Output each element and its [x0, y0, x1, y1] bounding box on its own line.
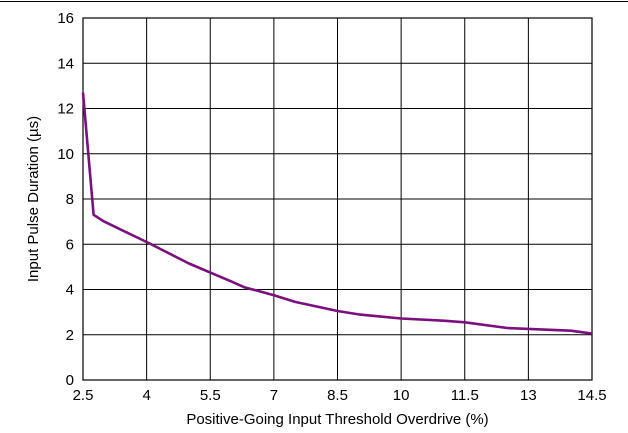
x-tick-label: 13	[520, 387, 537, 404]
y-tick-label: 14	[57, 55, 74, 72]
y-tick-label: 0	[66, 372, 74, 389]
y-tick-label: 2	[66, 327, 74, 344]
plot-frame	[82, 17, 593, 381]
y-tick-label: 12	[57, 101, 74, 118]
x-tick-label: 7	[270, 387, 278, 404]
y-tick-label: 4	[66, 282, 74, 299]
x-tick-label: 2.5	[73, 387, 94, 404]
x-tick-label: 14.5	[577, 387, 606, 404]
x-tick-label: 5.5	[200, 387, 221, 404]
x-tick-label: 10	[393, 387, 410, 404]
y-tick-label: 10	[57, 146, 74, 163]
x-tick-label: 4	[142, 387, 150, 404]
y-tick-label: 8	[66, 191, 74, 208]
series-line	[81, 92, 593, 335]
y-axis-label: Input Pulse Duration (µs)	[25, 116, 42, 282]
data-layer	[81, 92, 593, 335]
x-tick-label: 11.5	[451, 387, 479, 404]
tick-labels: 2.5 4 5.5 7 8.5 10 11.5 13 14.5 0 2 4 6 8 10 12 14 16	[57, 10, 606, 404]
grid-lines	[83, 18, 592, 380]
y-tick-label: 6	[66, 236, 74, 253]
y-tick-label: 16	[57, 10, 74, 27]
x-tick-label: 8.5	[327, 387, 348, 404]
x-axis-label: Positive-Going Input Threshold Overdrive…	[186, 411, 488, 428]
